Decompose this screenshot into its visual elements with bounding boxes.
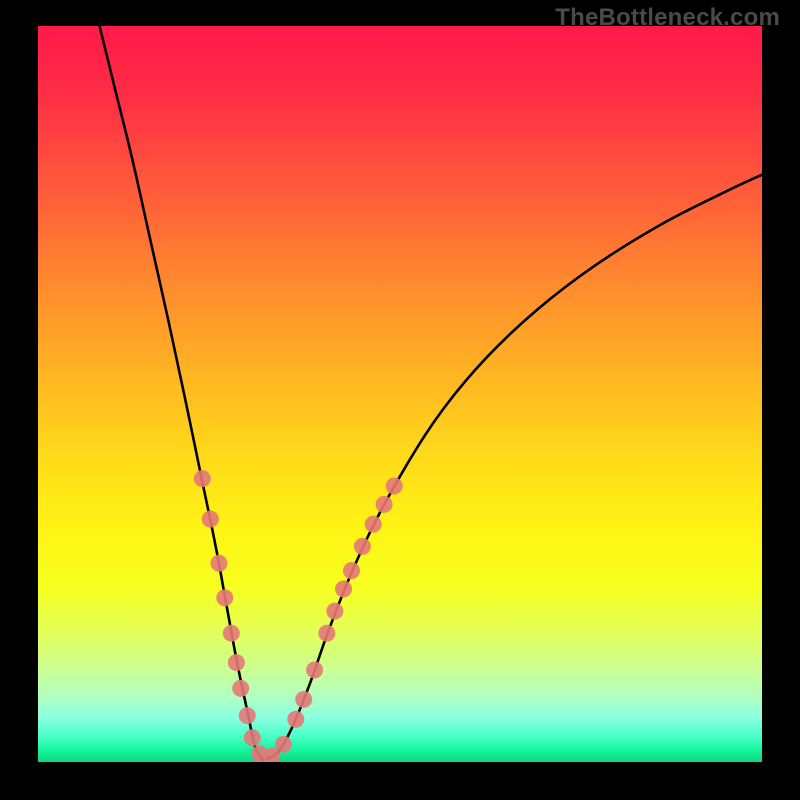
- marker-point: [216, 589, 233, 606]
- marker-point: [306, 662, 323, 679]
- marker-point: [244, 729, 261, 746]
- marker-point: [232, 680, 249, 697]
- marker-point: [326, 603, 343, 620]
- marker-point: [386, 478, 403, 495]
- marker-point: [318, 625, 335, 642]
- marker-point: [365, 516, 382, 533]
- marker-point: [295, 691, 312, 708]
- marker-point: [335, 581, 352, 598]
- marker-point: [223, 625, 240, 642]
- marker-point: [354, 538, 371, 555]
- bottleneck-chart: [0, 0, 800, 800]
- marker-point: [376, 496, 393, 513]
- marker-point: [343, 562, 360, 579]
- marker-point: [194, 470, 211, 487]
- marker-point: [211, 555, 228, 572]
- marker-point: [287, 711, 304, 728]
- marker-point: [275, 736, 292, 753]
- plot-gradient-background: [38, 26, 762, 762]
- watermark-text: TheBottleneck.com: [555, 4, 780, 32]
- marker-point: [239, 707, 256, 724]
- marker-point: [202, 511, 219, 528]
- marker-point: [228, 654, 245, 671]
